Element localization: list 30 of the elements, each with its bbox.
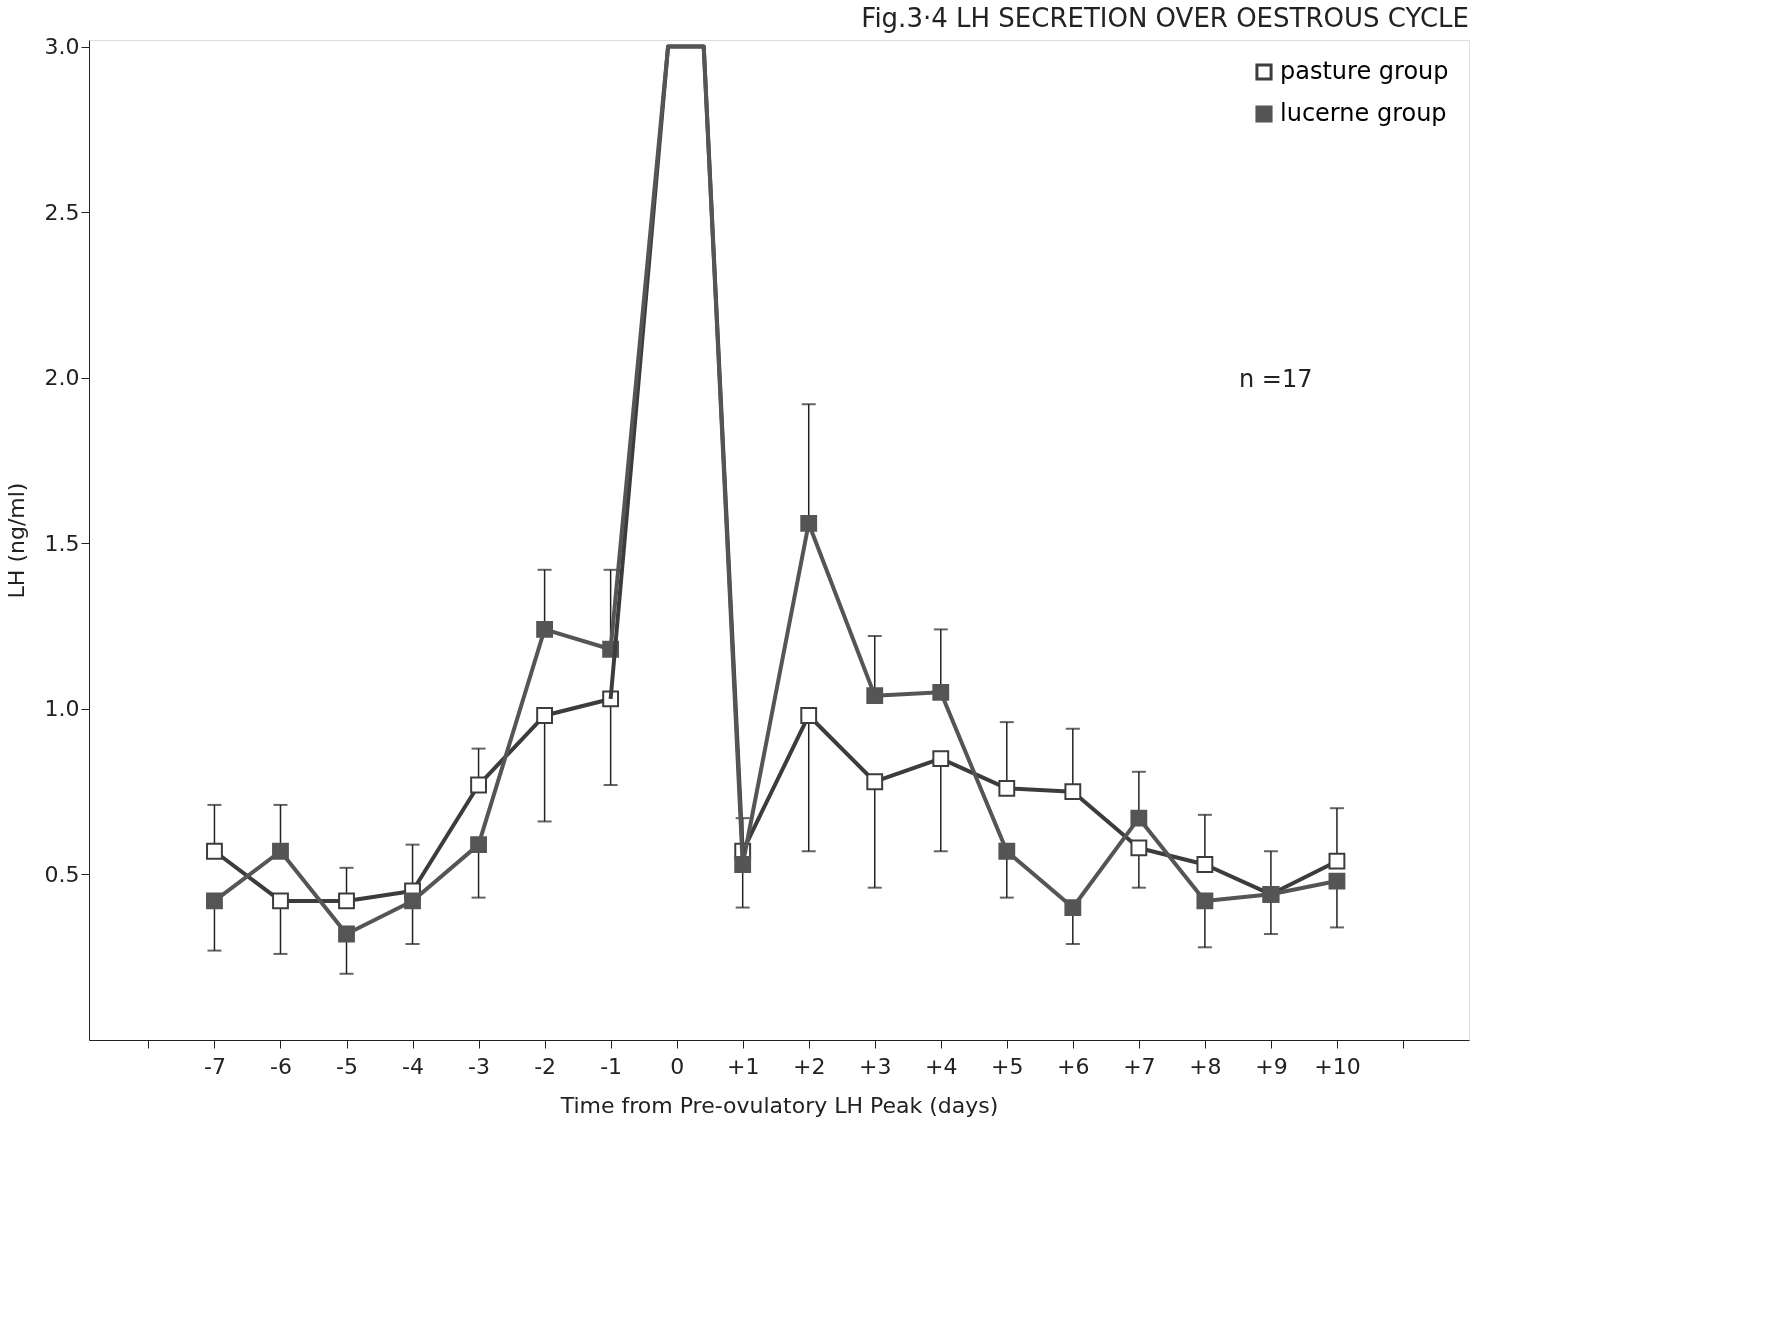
x-tick-label: +7: [1123, 1053, 1156, 1079]
y-tick-label: 3.0: [44, 34, 80, 60]
x-tick-label: +6: [1057, 1053, 1090, 1079]
x-tick-label: -7: [203, 1053, 226, 1079]
x-tick-label: +2: [792, 1053, 826, 1079]
annotation: n =17: [1239, 365, 1313, 393]
x-tick-label: -4: [402, 1053, 425, 1079]
y-tick-label: 2.5: [44, 199, 80, 225]
x-tick-label: 0: [670, 1053, 685, 1079]
x-tick-label: +8: [1189, 1053, 1222, 1079]
x-axis-title: Time from Pre-ovulatory LH Peak (days): [559, 1092, 999, 1118]
y-axis-title: LH (ng/ml): [3, 482, 29, 599]
x-tick-label: +3: [859, 1053, 892, 1079]
x-tick-label: +9: [1255, 1053, 1288, 1079]
x-tick-label: -6: [270, 1053, 292, 1079]
chart-title: Fig.3·4 LH SECRETION OVER OESTROUS CYCLE: [861, 2, 1469, 33]
legend-label: pasture group: [1280, 57, 1449, 85]
x-tick-label: +5: [991, 1053, 1024, 1079]
x-tick-label: +4: [925, 1053, 958, 1079]
y-tick-label: 2.0: [44, 365, 80, 391]
y-tick-label: 1.5: [44, 530, 80, 556]
legend-label: lucerne group: [1280, 99, 1447, 127]
x-tick-label: -3: [468, 1053, 491, 1079]
y-tick-label: 0.5: [44, 861, 80, 887]
x-tick-label: -2: [534, 1053, 557, 1079]
x-tick-label: +10: [1314, 1053, 1361, 1079]
x-tick-label: +1: [726, 1053, 760, 1079]
x-tick-label: -1: [600, 1053, 623, 1079]
x-tick-label: -5: [336, 1053, 358, 1079]
y-tick-label: 1.0: [44, 696, 80, 722]
